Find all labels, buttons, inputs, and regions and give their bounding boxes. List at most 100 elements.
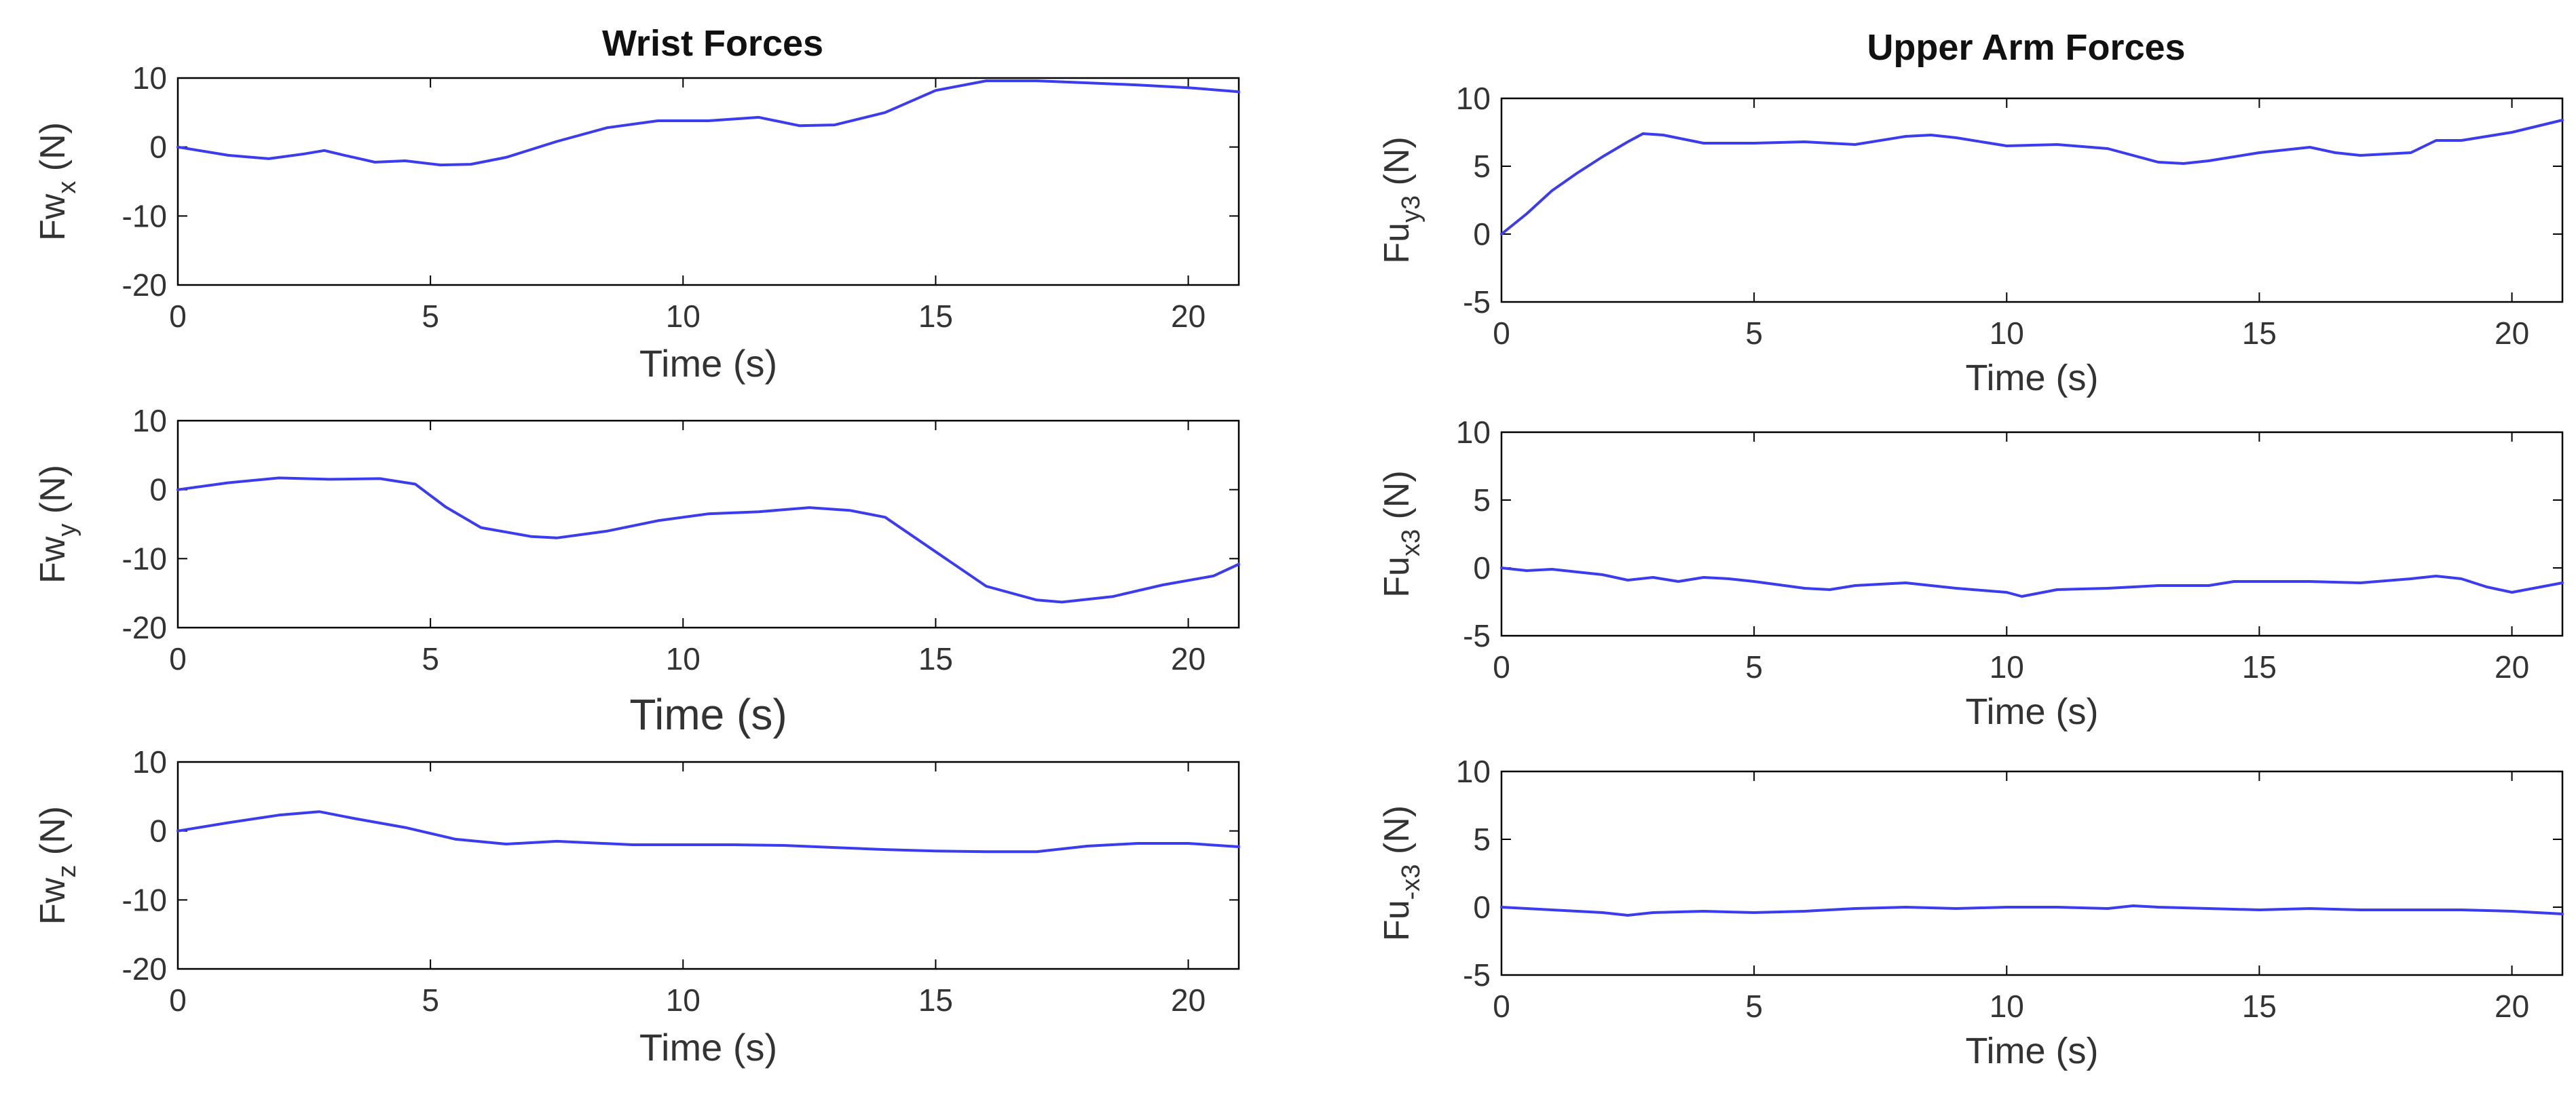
- axes-frame: [176, 761, 1240, 970]
- x-tick-label: 0: [169, 982, 187, 1018]
- y-axis-label-main: Fu: [1377, 900, 1417, 941]
- y-tick-label: -5: [1463, 284, 1491, 320]
- series-line-fuy3: [1500, 119, 2564, 235]
- axes-frame: [1500, 97, 2564, 303]
- y-axis-label-unit: [33, 171, 73, 180]
- x-tick-label: 15: [2242, 989, 2277, 1024]
- x-tick-label: 15: [918, 299, 953, 334]
- x-tick-label: 5: [422, 982, 439, 1018]
- axes-frame: [176, 77, 1240, 286]
- y-tick-label: 10: [1456, 754, 1491, 789]
- y-axis-label-subscript: z: [53, 865, 81, 878]
- y-axis-label-main: Fu: [1377, 556, 1417, 598]
- axes-frame: [176, 419, 1240, 629]
- y-tick-label: -20: [122, 610, 167, 645]
- x-tick-label: 20: [2495, 649, 2529, 685]
- y-axis-label-unit: [1377, 519, 1417, 529]
- y-tick-label: 0: [1473, 890, 1491, 925]
- y-tick-label: 10: [1456, 415, 1491, 450]
- y-tick-label: -10: [122, 882, 167, 917]
- x-tick-label: 20: [2495, 989, 2529, 1024]
- x-tick-label: 0: [1493, 316, 1510, 351]
- x-tick-label: 0: [169, 299, 187, 334]
- x-axis-label: Time (s): [639, 342, 777, 385]
- x-tick-label: 20: [2495, 316, 2529, 351]
- series-line-fux3: [1500, 567, 2564, 598]
- y-axis-label-unit: [1377, 854, 1417, 864]
- y-axis-label-unit-text: (N): [33, 806, 73, 855]
- x-tick-label: 10: [1990, 316, 2024, 351]
- x-axis-label: Time (s): [1966, 691, 2099, 732]
- x-tick-label: 5: [422, 299, 439, 334]
- x-tick-label: 15: [918, 982, 953, 1018]
- y-tick-label: -20: [122, 267, 167, 303]
- x-tick-label: 10: [1990, 989, 2024, 1024]
- y-axis-label-main: Fu: [1377, 223, 1417, 264]
- x-tick-label: 5: [1745, 649, 1763, 685]
- y-axis-label: Fuy3 (N): [1377, 136, 1425, 263]
- left-column-title: Wrist Forces: [602, 23, 823, 64]
- x-tick-label: 10: [666, 641, 701, 676]
- y-axis-label-unit: [33, 855, 73, 864]
- x-tick-label: 0: [169, 641, 187, 676]
- y-tick-label: 10: [1456, 81, 1491, 116]
- x-tick-label: 0: [1493, 649, 1510, 685]
- y-axis-label-unit-text: (N): [1377, 470, 1417, 519]
- series-line-fwx: [176, 79, 1240, 167]
- y-axis-label-subscript: -x3: [1397, 864, 1425, 900]
- axes-frame: [1500, 770, 2564, 976]
- x-tick-label: 15: [918, 641, 953, 676]
- y-axis-label-unit-text: (N): [1377, 136, 1417, 185]
- series-line-fwy: [176, 476, 1240, 604]
- y-axis-label-unit-text: (N): [33, 465, 73, 514]
- series-line-fu_x3: [1500, 904, 2564, 917]
- y-axis-label-unit-text: (N): [1377, 805, 1417, 854]
- y-axis-label-unit-text: (N): [33, 122, 73, 171]
- x-tick-label: 15: [2242, 649, 2277, 685]
- y-axis-label: Fwx (N): [33, 122, 81, 241]
- y-tick-label: 0: [1473, 550, 1491, 586]
- y-axis-label-main: Fw: [33, 877, 73, 925]
- panel-fwy: 0 5 10 15 20 10 0 -10 -20 Time (s) Fwy (N): [33, 403, 1240, 739]
- y-axis-label-subscript: y3: [1397, 195, 1425, 223]
- x-axis-label: Time (s): [1966, 1031, 2099, 1071]
- panel-fwz: 0 5 10 15 20 10 0 -10 -20 Time (s) Fwz (N): [33, 744, 1240, 1069]
- y-axis-label-unit: [1377, 185, 1417, 195]
- x-axis-label: Time (s): [1966, 358, 2099, 398]
- x-tick-label: 0: [1493, 989, 1510, 1024]
- x-tick-label: 20: [1171, 982, 1206, 1018]
- y-tick-label: 5: [1473, 149, 1491, 184]
- x-tick-label: 20: [1171, 299, 1206, 334]
- y-axis-label: Fux3 (N): [1377, 470, 1425, 597]
- y-axis-label: Fwy (N): [33, 465, 81, 584]
- y-tick-label: 5: [1473, 822, 1491, 857]
- x-axis-label: Time (s): [639, 1026, 777, 1069]
- right-column-title: Upper Arm Forces: [1867, 27, 2185, 68]
- y-axis-label-subscript: y: [53, 524, 81, 537]
- y-tick-label: 0: [1473, 216, 1491, 252]
- y-tick-label: 0: [149, 814, 167, 849]
- y-tick-label: 10: [132, 403, 167, 438]
- y-axis-label-main: Fw: [33, 193, 73, 241]
- y-tick-label: -20: [122, 951, 167, 987]
- x-axis-label: Time (s): [629, 690, 787, 739]
- y-tick-label: -10: [122, 198, 167, 233]
- x-tick-label: 5: [1745, 316, 1763, 351]
- x-tick-label: 5: [1745, 989, 1763, 1024]
- x-tick-label: 10: [1990, 649, 2024, 685]
- x-tick-label: 10: [666, 299, 701, 334]
- y-axis-label-unit: [33, 514, 73, 523]
- x-tick-label: 10: [666, 982, 701, 1018]
- y-tick-label: 10: [132, 60, 167, 96]
- y-tick-label: 0: [149, 472, 167, 508]
- axes-frame: [1500, 431, 2564, 637]
- y-tick-label: -10: [122, 541, 167, 576]
- y-axis-label: Fwz (N): [33, 806, 81, 925]
- y-tick-label: -5: [1463, 618, 1491, 653]
- y-axis-label: Fu-x3 (N): [1377, 805, 1425, 941]
- series-line-fwz: [176, 810, 1240, 854]
